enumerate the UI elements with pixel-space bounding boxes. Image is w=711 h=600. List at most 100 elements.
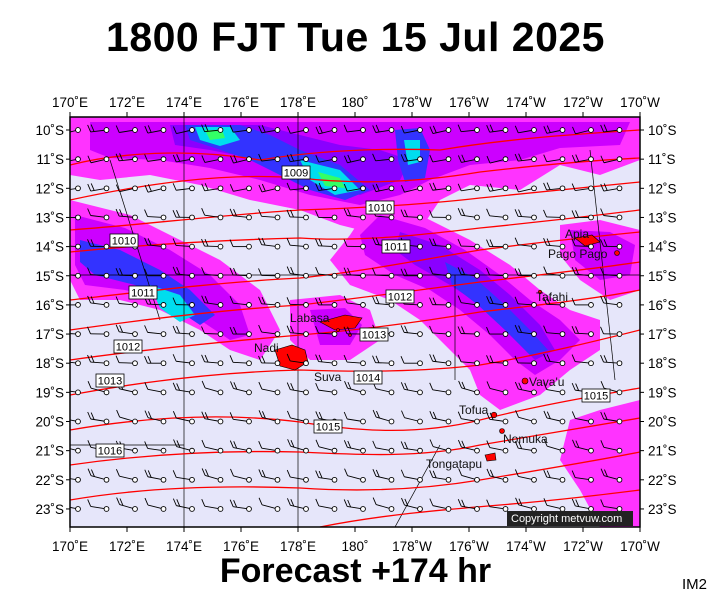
wind-barb	[315, 354, 338, 367]
svg-text:1013: 1013	[362, 330, 386, 342]
wind-barb	[600, 381, 623, 396]
svg-text:1015: 1015	[316, 422, 340, 434]
wind-barb	[201, 124, 224, 133]
wind-barb	[400, 153, 423, 163]
lat-label-right: 23˚S	[648, 502, 677, 517]
wind-barb	[571, 470, 594, 483]
wind-barb	[486, 124, 509, 133]
place-label: Labasa	[290, 311, 330, 325]
wind-barb	[486, 208, 509, 221]
place-label: Nomuka	[503, 432, 548, 446]
lat-label-left: 22˚S	[35, 473, 64, 488]
wind-barb	[514, 153, 537, 163]
wind-barb	[457, 183, 480, 192]
wind-barb	[429, 498, 452, 512]
wind-barb	[401, 410, 423, 425]
wind-barb	[400, 125, 423, 134]
wind-barb	[172, 183, 195, 192]
wind-barb	[372, 409, 395, 425]
place-label: Vava'u	[529, 375, 564, 389]
lon-label-bottom: 178˚W	[392, 539, 432, 554]
wind-barb	[144, 497, 167, 512]
wind-barb	[486, 499, 509, 512]
wind-barb	[343, 239, 366, 250]
wind-barb	[144, 125, 167, 134]
wind-barb	[543, 154, 566, 163]
wind-barb	[429, 410, 452, 425]
lon-label-bottom: 180˚	[341, 539, 368, 554]
svg-text:1016: 1016	[98, 446, 122, 458]
lat-label-left: 16˚S	[35, 298, 64, 313]
wind-barb	[514, 324, 537, 337]
wind-barb	[286, 153, 309, 163]
lon-label-top: 180˚	[341, 95, 368, 110]
wind-barb	[87, 468, 110, 483]
wind-barb	[600, 499, 623, 512]
wind-barb	[258, 237, 281, 250]
wind-barb	[343, 183, 366, 192]
lon-label-top: 176˚W	[449, 95, 489, 110]
wind-barb	[87, 267, 110, 279]
isobar-label: 1013	[95, 373, 125, 388]
place-label: Apia	[565, 227, 589, 241]
lat-label-right: 22˚S	[648, 473, 677, 488]
wind-barb	[201, 411, 224, 425]
wind-barb	[514, 268, 537, 279]
isobar-label: 1015	[581, 388, 611, 403]
wind-barb	[343, 411, 366, 425]
wind-barb	[115, 469, 138, 483]
wind-barb	[172, 266, 195, 279]
wind-barb	[486, 468, 509, 483]
lon-label-bottom: 176˚E	[223, 539, 259, 554]
isobar-label: 1012	[113, 339, 143, 354]
wind-barb	[486, 326, 509, 337]
wind-barb	[258, 324, 281, 337]
lat-label-left: 21˚S	[35, 444, 64, 459]
lat-label-left: 20˚S	[35, 415, 64, 430]
wind-barb	[144, 209, 167, 221]
wind-barb	[600, 155, 623, 164]
wind-barb	[372, 268, 395, 279]
isobar-label: 1009	[281, 165, 311, 180]
wind-barb	[115, 153, 138, 163]
wind-barb	[400, 209, 423, 221]
wind-barb	[315, 155, 338, 163]
wind-barb	[315, 382, 338, 396]
longitude-labels-bottom: 170˚E 172˚E 174˚E 176˚E 178˚E 180˚ 178˚W 176˚W 1…	[52, 527, 660, 554]
wind-barb	[600, 440, 623, 454]
wind-barb	[514, 440, 537, 454]
wind-barb	[172, 470, 195, 483]
lon-label-top: 172˚W	[563, 95, 603, 110]
wind-barb	[571, 238, 594, 250]
wind-barb	[144, 410, 167, 425]
place-label: Tofua	[459, 403, 489, 417]
wind-barb	[486, 267, 509, 279]
wind-barb	[172, 209, 195, 221]
wind-barb	[230, 154, 252, 164]
wind-barb	[400, 268, 423, 279]
wind-barb	[372, 124, 395, 133]
isobar-label: 1014	[353, 370, 383, 385]
wind-barb	[315, 470, 338, 483]
wind-barb	[429, 325, 452, 337]
svg-text:1012: 1012	[116, 342, 140, 354]
wind-barb	[600, 208, 623, 221]
lat-label-left: 19˚S	[35, 385, 64, 400]
wind-barb	[514, 125, 537, 134]
wind-barb	[600, 183, 623, 192]
wind-barb	[400, 356, 423, 367]
wind-barb	[229, 412, 252, 425]
wind-barb	[144, 237, 167, 250]
longitude-labels-top: 170˚E 172˚E 174˚E 176˚E 178˚E 180˚ 178˚W 176˚W 1…	[52, 95, 660, 117]
wind-barb	[343, 440, 366, 454]
wind-barb	[571, 210, 594, 221]
copyright-text: Copyright metvuw.com	[511, 513, 622, 525]
wind-barb	[343, 154, 366, 164]
wind-barb	[172, 154, 195, 163]
wind-barb	[144, 469, 167, 483]
vavau	[521, 377, 529, 385]
wind-barb	[201, 468, 224, 483]
wind-barb	[115, 268, 138, 279]
wind-barb	[258, 183, 281, 193]
wind-barb	[543, 266, 566, 279]
